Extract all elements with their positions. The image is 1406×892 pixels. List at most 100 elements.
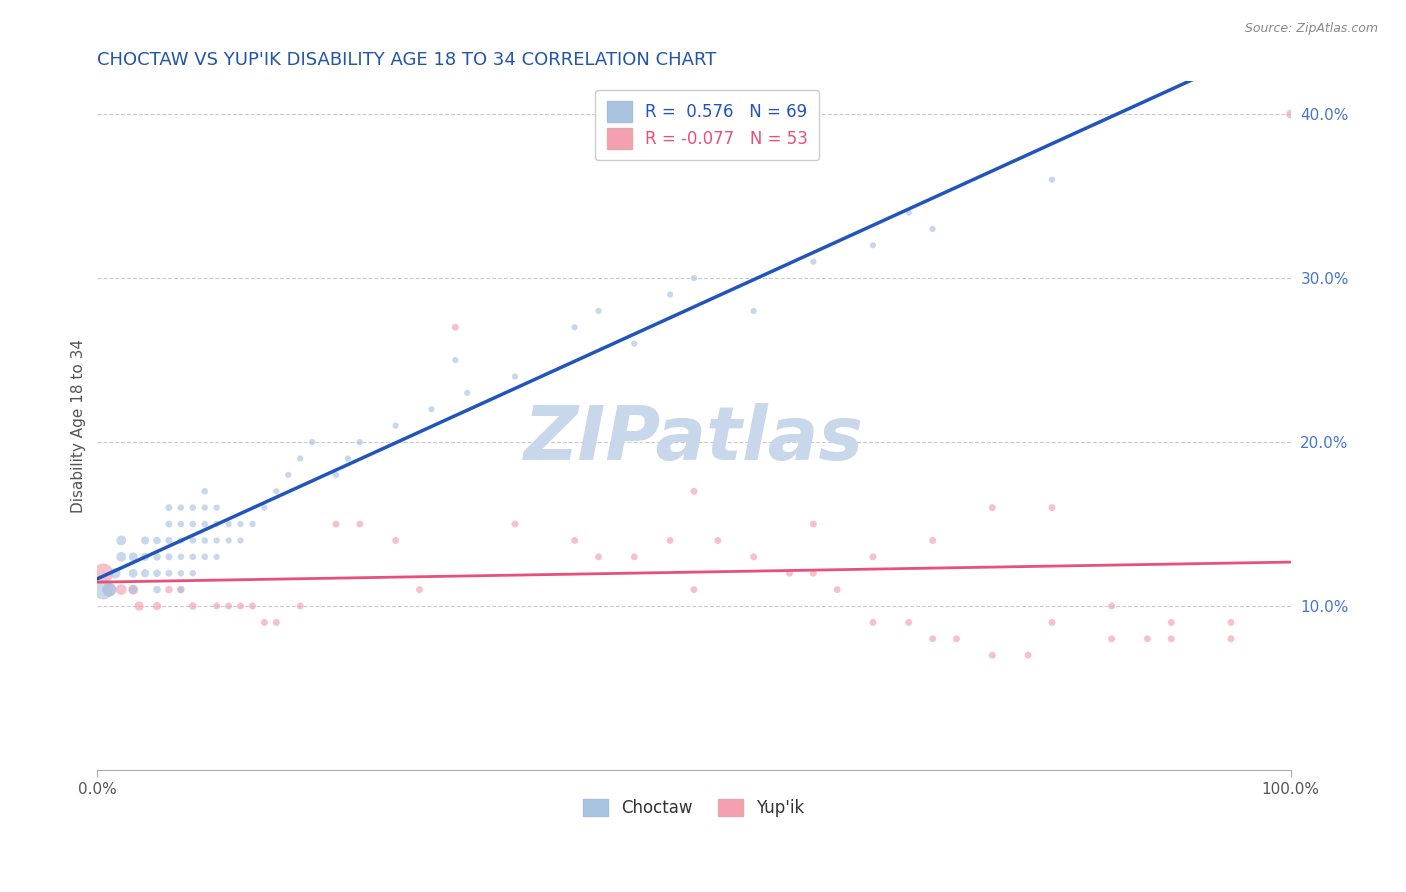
Point	[122, 582, 145, 597]
Point	[921, 533, 943, 548]
Point	[325, 467, 347, 482]
Point	[801, 254, 824, 268]
Point	[170, 582, 193, 597]
Point	[277, 467, 299, 482]
Point	[205, 599, 228, 613]
Point	[290, 599, 312, 613]
Point	[229, 517, 252, 532]
Point	[1101, 632, 1123, 646]
Point	[122, 582, 145, 597]
Point	[205, 500, 228, 515]
Point	[707, 533, 730, 548]
Point	[181, 517, 204, 532]
Point	[349, 517, 371, 532]
Point	[157, 500, 180, 515]
Text: CHOCTAW VS YUP'IK DISABILITY AGE 18 TO 34 CORRELATION CHART: CHOCTAW VS YUP'IK DISABILITY AGE 18 TO 3…	[97, 51, 717, 69]
Point	[1279, 107, 1302, 121]
Point	[128, 599, 150, 613]
Point	[110, 582, 132, 597]
Point	[921, 222, 943, 236]
Point	[325, 517, 347, 532]
Point	[194, 533, 217, 548]
Point	[742, 549, 765, 564]
Point	[1160, 615, 1182, 630]
Point	[862, 238, 884, 252]
Point	[110, 549, 132, 564]
Point	[659, 287, 682, 301]
Point	[205, 549, 228, 564]
Point	[1160, 632, 1182, 646]
Text: Source: ZipAtlas.com: Source: ZipAtlas.com	[1244, 22, 1378, 36]
Point	[229, 533, 252, 548]
Point	[170, 549, 193, 564]
Point	[122, 566, 145, 581]
Point	[170, 533, 193, 548]
Point	[1040, 500, 1063, 515]
Text: ZIPatlas: ZIPatlas	[524, 403, 863, 476]
Point	[170, 566, 193, 581]
Point	[98, 582, 121, 597]
Point	[1219, 632, 1241, 646]
Point	[194, 500, 217, 515]
Point	[170, 500, 193, 515]
Point	[194, 484, 217, 499]
Point	[181, 566, 204, 581]
Point	[503, 517, 526, 532]
Point	[91, 566, 114, 581]
Point	[742, 304, 765, 318]
Point	[181, 500, 204, 515]
Point	[1136, 632, 1159, 646]
Point	[242, 517, 264, 532]
Point	[921, 632, 943, 646]
Point	[181, 599, 204, 613]
Point	[456, 385, 478, 400]
Point	[181, 549, 204, 564]
Point	[229, 599, 252, 613]
Point	[683, 582, 706, 597]
Point	[134, 566, 156, 581]
Point	[218, 517, 240, 532]
Point	[503, 369, 526, 384]
Point	[801, 517, 824, 532]
Point	[91, 582, 114, 597]
Point	[146, 533, 169, 548]
Point	[862, 615, 884, 630]
Point	[897, 205, 920, 219]
Point	[218, 599, 240, 613]
Point	[1040, 615, 1063, 630]
Point	[266, 615, 288, 630]
Point	[205, 533, 228, 548]
Point	[408, 582, 430, 597]
Point	[588, 549, 610, 564]
Point	[146, 582, 169, 597]
Point	[659, 533, 682, 548]
Point	[420, 402, 443, 417]
Point	[444, 320, 467, 334]
Point	[384, 533, 406, 548]
Point	[266, 484, 288, 499]
Point	[181, 533, 204, 548]
Point	[194, 517, 217, 532]
Point	[444, 353, 467, 368]
Point	[1040, 172, 1063, 186]
Point	[801, 566, 824, 581]
Point	[290, 451, 312, 466]
Point	[683, 484, 706, 499]
Point	[170, 517, 193, 532]
Point	[157, 549, 180, 564]
Point	[981, 648, 1004, 663]
Point	[157, 582, 180, 597]
Point	[253, 500, 276, 515]
Point	[945, 632, 967, 646]
Point	[157, 566, 180, 581]
Point	[564, 320, 586, 334]
Point	[122, 549, 145, 564]
Point	[336, 451, 359, 466]
Point	[683, 271, 706, 285]
Point	[981, 500, 1004, 515]
Point	[218, 533, 240, 548]
Y-axis label: Disability Age 18 to 34: Disability Age 18 to 34	[72, 339, 86, 513]
Point	[157, 533, 180, 548]
Point	[1017, 648, 1039, 663]
Point	[1101, 599, 1123, 613]
